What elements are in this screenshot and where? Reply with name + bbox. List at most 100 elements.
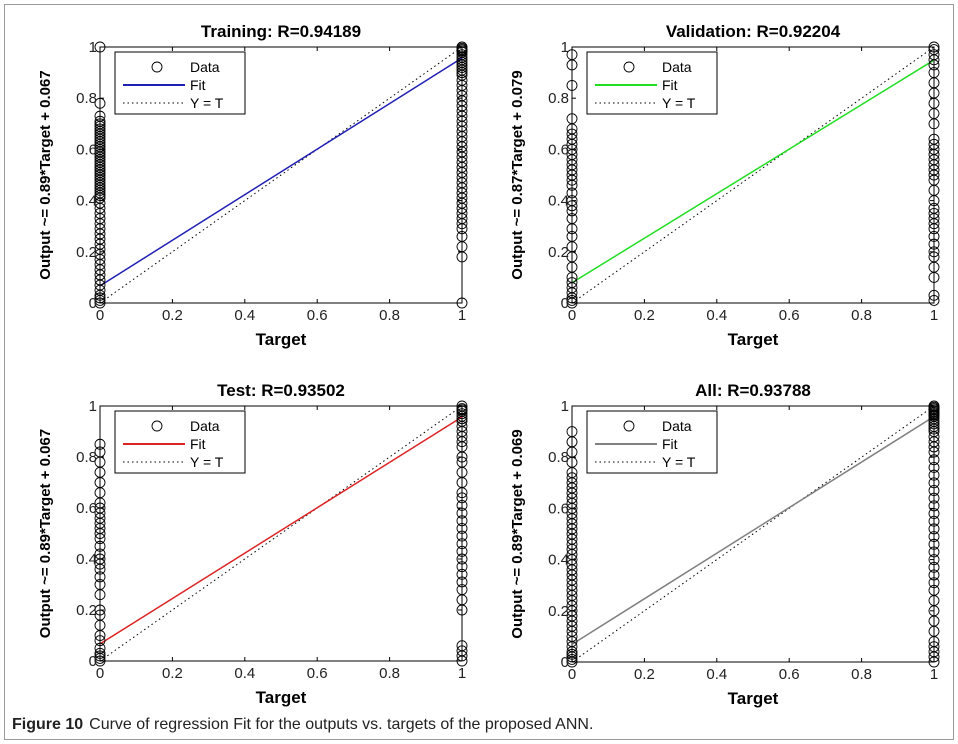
x-axis-label: Target — [728, 330, 779, 349]
data-point — [566, 213, 578, 224]
data-point — [456, 538, 468, 550]
data-point — [928, 577, 940, 589]
data-point — [928, 41, 940, 53]
data-point — [456, 404, 468, 416]
legend-data-marker — [623, 420, 635, 432]
data-point — [928, 641, 940, 653]
data-point — [928, 133, 940, 145]
data-point — [456, 576, 468, 588]
legend-box — [114, 51, 246, 115]
x-tick-label: 0 — [568, 307, 576, 324]
legend-label-identity: Y = T — [662, 95, 696, 111]
data-point — [928, 561, 940, 573]
x-tick-label: 0 — [96, 665, 104, 682]
data-point — [566, 113, 578, 125]
x-tick-label: 0.2 — [162, 307, 183, 324]
data-point — [94, 655, 106, 667]
figure-caption: Figure 10 Curve of regression Fit for the… — [12, 716, 593, 734]
figure-label: Figure 10 — [12, 716, 84, 733]
data-point — [94, 123, 106, 135]
data-point — [928, 492, 940, 504]
y-tick-label: 0.8 — [76, 449, 97, 466]
x-tick-label: 0.2 — [634, 666, 655, 683]
y-tick-label: 0.6 — [76, 500, 97, 517]
data-point — [928, 238, 940, 250]
chart-title: Test: R=0.93502 — [217, 381, 345, 400]
y-tick-label: 0.8 — [548, 90, 569, 107]
data-point — [928, 67, 940, 79]
y-tick-label: 0 — [561, 295, 569, 312]
data-point — [456, 584, 468, 596]
data-point — [94, 110, 106, 122]
data-point — [566, 195, 578, 207]
chart-panel-2: 0 0.2 0.4 0.6 0.8 1 0 0.2 0.4 0.6 0.8 1 Validation: … — [509, 22, 940, 349]
data-point — [94, 635, 106, 647]
chart-title: All: R=0.93788 — [695, 381, 811, 400]
data-point — [566, 426, 578, 438]
data-point — [566, 472, 578, 484]
data-point — [928, 207, 940, 219]
data-point — [928, 230, 940, 242]
data-point — [94, 115, 106, 127]
chart-panel-1: 0 0.2 0.4 0.6 0.8 1 0 0.2 0.4 0.6 0.8 1 Training: R=… — [37, 22, 468, 349]
chart-panel-4: 0 0.2 0.4 0.6 0.8 1 0 0.2 0.4 0.6 0.8 1 All: R=0.937… — [509, 381, 940, 708]
y-tick-label: 1 — [561, 398, 569, 415]
data-point — [456, 640, 468, 652]
y-tick-label: 0.4 — [548, 552, 569, 569]
data-point — [566, 230, 578, 242]
legend-label-data: Data — [662, 59, 692, 75]
legend-label-identity: Y = T — [190, 95, 224, 111]
legend-data-marker — [151, 420, 163, 432]
x-tick-label: 0.6 — [307, 665, 328, 682]
x-tick-label: 0.8 — [379, 307, 400, 324]
x-tick-label: 1 — [458, 307, 466, 324]
data-point — [566, 294, 578, 306]
data-point — [456, 230, 468, 242]
data-point — [928, 294, 940, 306]
x-tick-label: 1 — [930, 307, 938, 324]
y-tick-label: 0.2 — [548, 603, 569, 620]
legend-box — [586, 51, 718, 115]
data-point — [456, 645, 468, 657]
data-point — [928, 546, 940, 558]
y-tick-label: 0.8 — [76, 90, 97, 107]
data-point — [456, 400, 468, 412]
x-axis-label: Target — [256, 688, 307, 707]
legend-label-identity: Y = T — [662, 454, 696, 470]
legend-label-data: Data — [190, 418, 220, 434]
y-axis-label: Output ~= 0.89*Target + 0.069 — [509, 429, 526, 638]
data-point — [928, 554, 940, 566]
data-point — [94, 41, 106, 53]
y-tick-label: 0.2 — [548, 244, 569, 261]
data-point — [928, 469, 940, 481]
legend-label-fit: Fit — [662, 436, 678, 452]
data-point — [94, 642, 106, 654]
legend: Data Fit Y = T — [586, 51, 718, 115]
x-axis-label: Target — [256, 330, 307, 349]
legend: Data Fit Y = T — [114, 51, 246, 115]
identity-line — [571, 405, 935, 663]
y-tick-label: 1 — [89, 39, 97, 56]
data-point — [456, 530, 468, 542]
identity-line — [99, 46, 463, 304]
x-tick-label: 0.8 — [851, 307, 872, 324]
x-tick-label: 0 — [568, 666, 576, 683]
data-point — [928, 477, 940, 489]
data-point — [456, 500, 468, 511]
data-point — [928, 400, 940, 412]
data-point — [94, 579, 106, 590]
chart-title: Validation: R=0.92204 — [666, 22, 841, 41]
data-point — [928, 485, 940, 496]
legend-label-data: Data — [662, 418, 692, 434]
y-tick-label: 0 — [89, 653, 97, 670]
legend-label-identity: Y = T — [190, 454, 224, 470]
legend: Data Fit Y = T — [114, 410, 246, 474]
y-tick-label: 0.6 — [548, 500, 569, 517]
data-point — [928, 515, 940, 527]
y-axis-label: Output ~= 0.89*Target + 0.067 — [37, 429, 54, 638]
y-tick-label: 0.2 — [76, 602, 97, 619]
fit-line — [99, 416, 463, 645]
data-point — [456, 568, 468, 580]
x-tick-label: 0.4 — [234, 307, 255, 324]
data-point — [456, 515, 468, 527]
